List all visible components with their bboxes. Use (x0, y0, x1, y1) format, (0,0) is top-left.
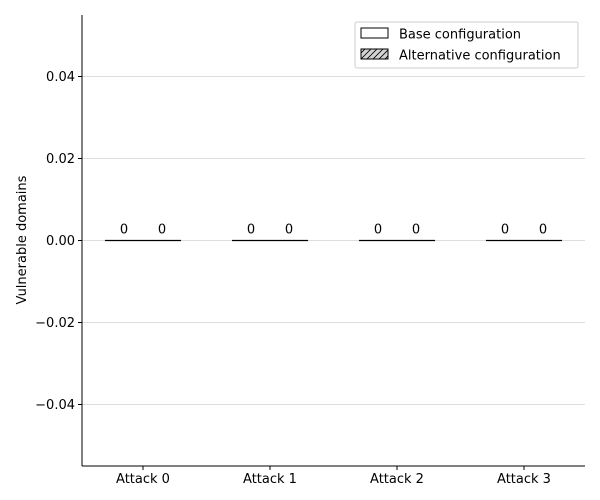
y-tick-label: −0.02 (35, 316, 75, 331)
legend-swatch-alternative (360, 48, 389, 60)
y-axis-label: Vulnerable domains (15, 175, 30, 304)
y-tick-label: −0.04 (35, 398, 75, 413)
legend-label-base: Base configuration (399, 28, 521, 43)
x-tick-label: Attack 2 (370, 472, 424, 487)
data-label: 0 (374, 223, 382, 238)
data-label: 0 (247, 223, 255, 238)
x-tick-label: Attack 3 (497, 472, 551, 487)
x-tick-label: Attack 1 (243, 472, 297, 487)
data-label: 0 (285, 223, 293, 238)
legend-swatch-base (360, 27, 389, 39)
y-tick-label: 0.00 (46, 234, 75, 249)
legend: Base configuration Alternative configura… (354, 21, 579, 69)
x-ticks: Attack 0 Attack 1 Attack 2 Attack 3 (116, 466, 551, 487)
data-label: 0 (120, 223, 128, 238)
data-label: 0 (539, 223, 547, 238)
y-tick-label: 0.04 (46, 70, 75, 85)
x-tick-label: Attack 0 (116, 472, 170, 487)
data-labels: 0 0 0 0 0 0 0 0 (120, 223, 547, 238)
legend-frame (354, 21, 579, 69)
legend-label-alternative: Alternative configuration (399, 49, 561, 64)
y-ticks: −0.04 −0.02 0.00 0.02 0.04 (35, 70, 82, 413)
data-label: 0 (501, 223, 509, 238)
data-label: 0 (412, 223, 420, 238)
y-tick-label: 0.02 (46, 152, 75, 167)
data-label: 0 (158, 223, 166, 238)
